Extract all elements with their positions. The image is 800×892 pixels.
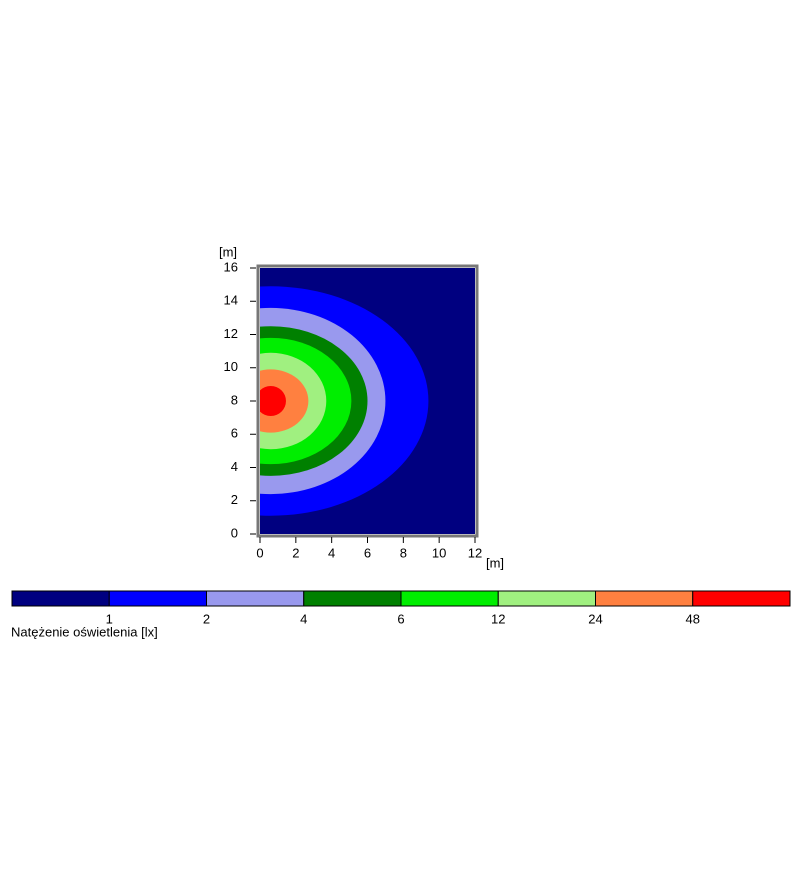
colorbar-tick-label: 12 xyxy=(491,611,505,626)
y-tick-label: 16 xyxy=(224,259,238,274)
colorbar-swatch xyxy=(595,590,694,607)
colorbar-swatch xyxy=(303,590,402,607)
colorbar-swatch xyxy=(206,590,305,607)
x-tick-label: 4 xyxy=(328,545,335,560)
y-axis-label: [m] xyxy=(219,244,237,259)
contour-band xyxy=(260,386,286,416)
y-tick-label: 10 xyxy=(224,359,238,374)
colorbar-swatch xyxy=(11,590,110,607)
colorbar-label: Natężenie oświetlenia [lx] xyxy=(11,624,158,639)
colorbar-tick-label: 2 xyxy=(203,611,210,626)
x-tick-label: 12 xyxy=(468,545,482,560)
x-tick-label: 6 xyxy=(364,545,371,560)
y-tick-label: 14 xyxy=(224,293,238,308)
colorbar-swatch xyxy=(692,590,791,607)
x-axis-label: [m] xyxy=(486,555,504,570)
y-tick-label: 6 xyxy=(231,426,238,441)
plot-area xyxy=(260,268,475,534)
colorbar-tick-label: 6 xyxy=(397,611,404,626)
x-tick-label: 2 xyxy=(292,545,299,560)
y-tick-label: 8 xyxy=(231,392,238,407)
y-tick-label: 0 xyxy=(231,525,238,540)
colorbar-tick-label: 48 xyxy=(686,611,700,626)
colorbar-swatch xyxy=(108,590,207,607)
colorbar-swatch xyxy=(497,590,596,607)
y-tick-label: 4 xyxy=(231,459,238,474)
x-tick-label: 8 xyxy=(400,545,407,560)
y-tick-label: 2 xyxy=(231,492,238,507)
y-tick-label: 12 xyxy=(224,326,238,341)
plot-frame xyxy=(256,264,479,538)
x-tick-label: 0 xyxy=(256,545,263,560)
x-tick-label: 10 xyxy=(432,545,446,560)
colorbar-tick-label: 24 xyxy=(588,611,602,626)
colorbar-tick-label: 1 xyxy=(106,611,113,626)
colorbar-swatch xyxy=(400,590,499,607)
colorbar-tick-label: 4 xyxy=(300,611,307,626)
